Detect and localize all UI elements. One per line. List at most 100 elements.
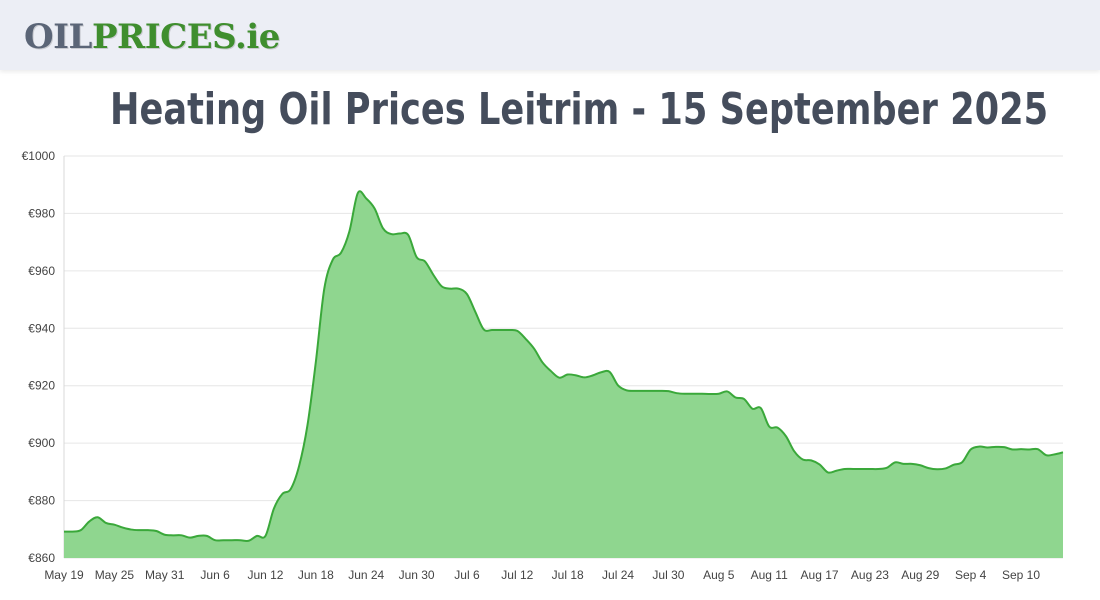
price-point[interactable] [834, 468, 839, 473]
price-point[interactable] [1061, 450, 1066, 455]
price-point[interactable] [842, 466, 847, 471]
price-point[interactable] [221, 538, 226, 543]
price-point[interactable] [78, 528, 83, 533]
price-point[interactable] [506, 328, 511, 333]
price-point[interactable] [574, 373, 579, 378]
price-point[interactable] [691, 391, 696, 396]
price-point[interactable] [422, 259, 427, 264]
price-point[interactable] [364, 196, 369, 201]
price-point[interactable] [87, 519, 92, 524]
price-point[interactable] [120, 525, 125, 530]
price-point[interactable] [825, 470, 830, 475]
price-point[interactable] [750, 406, 755, 411]
price-point[interactable] [960, 460, 965, 465]
price-point[interactable] [918, 463, 923, 468]
price-point[interactable] [540, 360, 545, 365]
price-point[interactable] [313, 359, 318, 364]
price-point[interactable] [943, 466, 948, 471]
price-point[interactable] [884, 465, 889, 470]
price-point[interactable] [456, 286, 461, 291]
price-point[interactable] [532, 346, 537, 351]
price-point[interactable] [162, 532, 167, 537]
price-point[interactable] [893, 460, 898, 465]
price-point[interactable] [867, 466, 872, 471]
price-point[interactable] [985, 445, 990, 450]
site-logo[interactable]: OILPRICES.ie [24, 15, 280, 59]
price-point[interactable] [414, 255, 419, 260]
price-point[interactable] [523, 336, 528, 341]
price-point[interactable] [926, 466, 931, 471]
price-point[interactable] [481, 327, 486, 332]
price-point[interactable] [708, 392, 713, 397]
price-point[interactable] [70, 529, 75, 534]
price-point[interactable] [196, 533, 201, 538]
price-point[interactable] [557, 375, 562, 380]
price-point[interactable] [322, 286, 327, 291]
price-point[interactable] [800, 457, 805, 462]
price-point[interactable] [179, 533, 184, 538]
price-point[interactable] [666, 389, 671, 394]
price-point[interactable] [901, 461, 906, 466]
price-point[interactable] [347, 229, 352, 234]
price-point[interactable] [490, 328, 495, 333]
price-point[interactable] [515, 328, 520, 333]
price-point[interactable] [851, 466, 856, 471]
price-point[interactable] [129, 527, 134, 532]
price-point[interactable] [473, 309, 478, 314]
price-point[interactable] [330, 257, 335, 262]
price-point[interactable] [624, 388, 629, 393]
price-point[interactable] [448, 286, 453, 291]
price-point[interactable] [716, 391, 721, 396]
price-point[interactable] [725, 389, 730, 394]
price-point[interactable] [154, 529, 159, 534]
price-point[interactable] [263, 533, 268, 538]
price-point[interactable] [187, 535, 192, 540]
price-point[interactable] [876, 466, 881, 471]
price-point[interactable] [649, 388, 654, 393]
price-point[interactable] [339, 250, 344, 255]
price-point[interactable] [372, 206, 377, 211]
price-point[interactable] [229, 538, 234, 543]
price-point[interactable] [909, 461, 914, 466]
price-point[interactable] [674, 391, 679, 396]
price-point[interactable] [1019, 447, 1024, 452]
price-point[interactable] [599, 370, 604, 375]
price-point[interactable] [977, 444, 982, 449]
price-point[interactable] [498, 328, 503, 333]
price-point[interactable] [809, 458, 814, 463]
price-point[interactable] [783, 434, 788, 439]
price-point[interactable] [1002, 445, 1007, 450]
price-point[interactable] [951, 462, 956, 467]
price-point[interactable] [641, 388, 646, 393]
price-point[interactable] [280, 491, 285, 496]
price-point[interactable] [431, 272, 436, 277]
price-point[interactable] [1010, 447, 1015, 452]
price-point[interactable] [238, 538, 243, 543]
price-point[interactable] [389, 232, 394, 237]
price-point[interactable] [632, 388, 637, 393]
price-point[interactable] [683, 391, 688, 396]
price-point[interactable] [112, 522, 117, 527]
price-point[interactable] [548, 369, 553, 374]
price-point[interactable] [95, 515, 100, 520]
price-point[interactable] [775, 425, 780, 430]
price-point[interactable] [565, 372, 570, 377]
price-point[interactable] [145, 528, 150, 533]
price-point[interactable] [1027, 447, 1032, 452]
price-point[interactable] [406, 232, 411, 237]
price-point[interactable] [297, 464, 302, 469]
price-point[interactable] [607, 369, 612, 374]
price-point[interactable] [439, 284, 444, 289]
price-point[interactable] [271, 506, 276, 511]
price-point[interactable] [204, 533, 209, 538]
price-point[interactable] [582, 375, 587, 380]
price-point[interactable] [103, 520, 108, 525]
price-point[interactable] [758, 406, 763, 411]
price-point[interactable] [62, 529, 67, 534]
price-point[interactable] [616, 383, 621, 388]
price-point[interactable] [935, 467, 940, 472]
price-point[interactable] [993, 444, 998, 449]
price-point[interactable] [700, 391, 705, 396]
price-point[interactable] [859, 466, 864, 471]
price-point[interactable] [288, 487, 293, 492]
